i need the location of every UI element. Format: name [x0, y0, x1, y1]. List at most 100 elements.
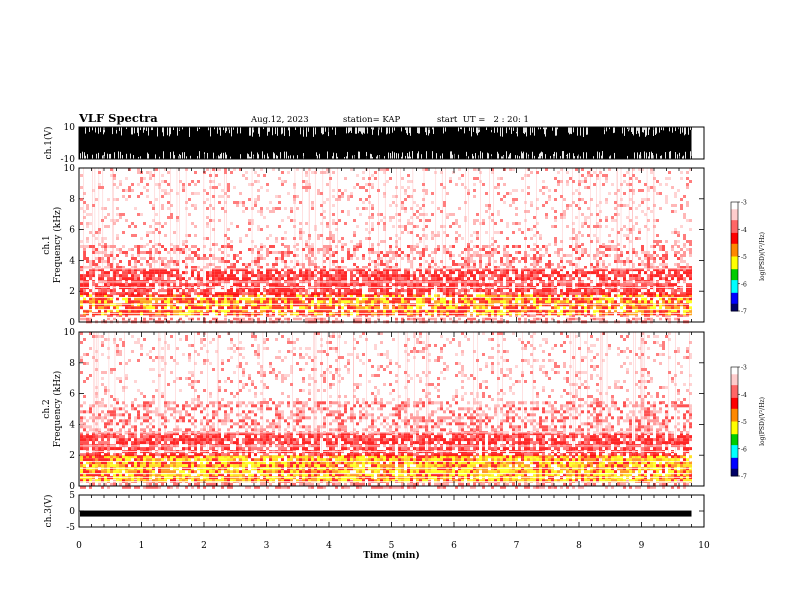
ch1-spectrogram-pixel — [188, 257, 191, 260]
ch1-signal-gap — [545, 154, 546, 159]
ch1-spectrogram-pixel — [560, 274, 563, 278]
ch1-spectrogram-pixel — [260, 254, 263, 257]
ch1-spectrogram-pixel — [410, 297, 413, 301]
ch1-spectrogram-pixel — [275, 268, 278, 272]
ch1-spectrogram-pixel — [644, 306, 647, 310]
ch1-signal-gap — [638, 127, 639, 134]
ch1-spectrogram-pixel — [332, 237, 335, 240]
ch1-spectrogram-pixel — [98, 292, 101, 296]
ch1-signal-gap — [147, 152, 148, 159]
ch1-spectrogram-pixel — [212, 309, 215, 313]
ch1-spectrogram-pixel — [212, 168, 215, 171]
ch1-signal-gap — [604, 127, 605, 135]
ch1-spectrogram-pixel — [110, 245, 113, 248]
ch1-spectrogram-pixel — [359, 309, 362, 313]
ch1-spectrogram-pixel — [536, 309, 539, 313]
ch1-spectrogram-pixel — [452, 171, 455, 174]
ch1-spectrogram-pixel — [392, 306, 395, 310]
ch1-spectrogram-pixel — [227, 186, 230, 189]
ch1-signal-gap — [583, 127, 584, 137]
ch1-spectrogram-pixel — [383, 192, 386, 195]
ch1-spectrogram-pixel — [578, 192, 581, 195]
ch1-spectrogram-pixel — [95, 237, 98, 240]
ch1-spectrogram-pixel — [482, 289, 485, 293]
ch1-spectrogram-pixel — [518, 283, 521, 287]
ch1-signal-gap — [452, 154, 453, 159]
ch1-spectrogram-pixel — [485, 274, 488, 278]
ch1-spectrogram-pixel — [128, 292, 131, 296]
ch1-signal-gap — [486, 127, 487, 130]
ch1-spectrogram-pixel — [362, 283, 365, 287]
ch1-spectrogram-pixel — [233, 168, 236, 171]
ch1-spectrogram-pixel — [494, 222, 497, 225]
ch1-signal-gap — [321, 127, 322, 134]
ch1-spectrogram-pixel — [584, 300, 587, 304]
ch1-spectrogram-pixel — [266, 314, 269, 318]
ch1-signal-gap — [274, 153, 275, 159]
ch1-spectrogram-pixel — [167, 300, 170, 304]
ch1-spectrogram-pixel — [161, 257, 164, 260]
ch1-spectrogram-pixel — [272, 297, 275, 301]
ch1-spectrogram-pixel — [500, 314, 503, 318]
ch1-spectrogram-pixel — [131, 268, 134, 272]
ch1-spectrogram-pixel — [299, 306, 302, 310]
ch1-spectrogram-pixel — [422, 183, 425, 186]
ch1-spectrogram-pixel — [242, 274, 245, 278]
ch1-spectrogram-pixel — [689, 294, 692, 298]
ch1-spectrogram-pixel — [167, 183, 170, 186]
ch1-spectrogram-pixel — [560, 213, 563, 216]
ch1-spectrogram-pixel — [212, 294, 215, 298]
ch1-spectrogram-pixel — [431, 237, 434, 240]
ch1-signal-gap — [131, 127, 132, 135]
ch1-spectrogram-pixel — [248, 289, 251, 293]
ch1-spectrogram-pixel — [383, 309, 386, 313]
ch1-spectrogram-pixel — [218, 248, 221, 251]
ch1-spectrogram-pixel — [548, 195, 551, 198]
ch1-spectrogram-pixel — [443, 201, 446, 204]
ch1-spectrogram-pixel — [512, 297, 515, 301]
ch1-spectrogram-pixel — [251, 222, 254, 225]
ch1-spectrogram-pixel — [257, 174, 260, 177]
ch1-spectrogram-pixel — [326, 283, 329, 287]
ch1-spectrogram-pixel — [251, 274, 254, 278]
ch1-spectrogram-pixel — [287, 248, 290, 251]
ch1-signal-gap — [408, 156, 409, 159]
ch1-spectrogram-pixel — [632, 300, 635, 304]
ch1-spectrogram-pixel — [254, 245, 257, 248]
ch1-spectrogram-pixel — [440, 309, 443, 313]
ch1-spectrogram-pixel — [581, 294, 584, 298]
ch1-spectrogram-pixel — [317, 297, 320, 301]
ch1-spectrogram-pixel — [578, 207, 581, 210]
ch1-spectrogram-pixel — [149, 248, 152, 251]
ch1-signal-gap — [471, 127, 472, 137]
ch1-spectrogram-pixel — [173, 248, 176, 251]
ch1-spectrogram-pixel — [635, 277, 638, 281]
ch1-signal-gap — [613, 127, 614, 134]
ch1-spectrogram-pixel — [446, 274, 449, 278]
ch1-spectrogram-pixel — [230, 245, 233, 248]
ch1-spectrogram-pixel — [536, 257, 539, 260]
ch1-spectrogram-pixel — [371, 289, 374, 293]
ch1-spectrogram-pixel — [326, 297, 329, 301]
ch1-spectrogram-pixel — [566, 303, 569, 307]
ch1-spectrogram-pixel — [269, 277, 272, 281]
ch1-spectrogram-pixel — [515, 289, 518, 293]
ch1-spectrogram-pixel — [485, 297, 488, 301]
ch1-signal-gap — [401, 156, 402, 159]
ch1-spectrogram-pixel — [326, 294, 329, 298]
ch1-spectrogram-pixel — [263, 294, 266, 298]
ch1-spectrogram-pixel — [509, 277, 512, 281]
ch1-spectrogram-pixel — [236, 254, 239, 257]
ch1-spectrogram-pixel — [302, 263, 305, 266]
ch1-spectrogram-pixel — [479, 306, 482, 310]
ch1-spectrogram-pixel — [203, 201, 206, 204]
ch1-spectrogram-pixel — [98, 243, 101, 246]
ch1-spectrogram-pixel — [677, 289, 680, 293]
ch1-signal-gap — [556, 127, 557, 136]
ch1-spectrogram-pixel — [341, 283, 344, 287]
ch1-spectrogram-pixel — [221, 189, 224, 192]
ch1-spectrogram-pixel — [347, 254, 350, 257]
ch1-spectrogram-pixel — [458, 234, 461, 237]
ch1-signal-gap — [174, 155, 175, 159]
ch1-spectrogram-pixel — [236, 289, 239, 293]
